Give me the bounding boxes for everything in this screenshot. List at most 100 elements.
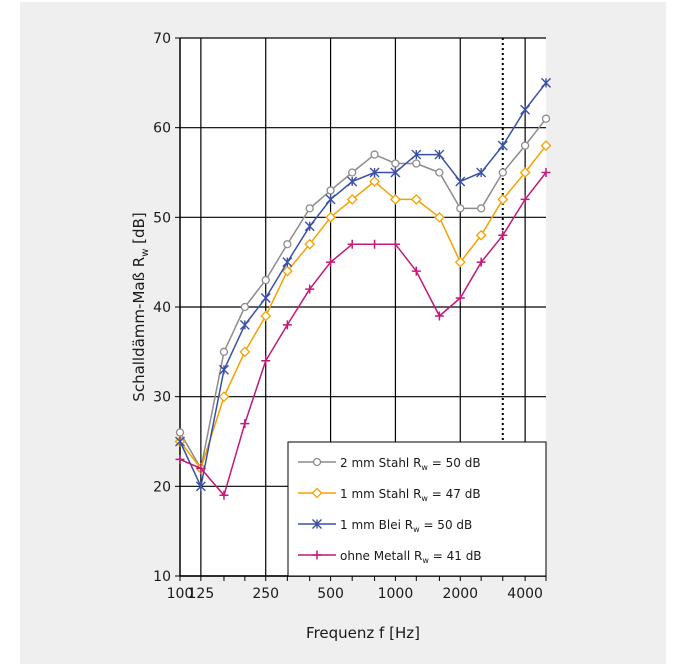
data-point-series-1	[498, 168, 507, 177]
legend-marker-3	[312, 519, 322, 529]
data-point-series-3	[218, 364, 229, 375]
x-tick-label: 2000	[442, 586, 478, 602]
data-point-series-4	[305, 284, 315, 294]
data-point-series-4	[541, 168, 551, 177]
data-point-series-4	[219, 490, 229, 500]
y-tick-label: 20	[153, 479, 171, 495]
legend-label-name: 1 mm Stahl R	[340, 487, 421, 501]
data-point-series-1	[520, 141, 530, 150]
data-point-series-1	[412, 159, 421, 168]
data-point-series-2	[369, 176, 380, 187]
y-tick-label: 50	[153, 210, 171, 226]
y-axis-label-subscript: w	[140, 249, 151, 257]
legend-label-subscript: w	[413, 525, 420, 534]
legend-label-name: ohne Metall R	[340, 549, 422, 563]
y-axis-label-unit: [dB]	[130, 212, 148, 248]
x-tick-label: 500	[317, 586, 344, 602]
data-point-series-1	[175, 428, 185, 437]
y-tick-label: 60	[153, 121, 171, 137]
data-point-series-1	[370, 150, 379, 159]
data-point-series-1	[219, 347, 229, 356]
legend-label-2: 1 mm Stahl Rw = 47 dB	[340, 487, 481, 503]
data-point-series-4	[498, 230, 508, 240]
data-point-series-1	[305, 204, 314, 213]
x-tick-label: 250	[252, 586, 279, 602]
y-axis-label-main: Schalldämm-Maß R	[130, 257, 148, 402]
data-point-series-2	[519, 167, 531, 178]
data-point-series-2	[497, 193, 509, 205]
data-point-series-3	[304, 221, 315, 232]
legend-label-subscript: w	[422, 556, 429, 565]
y-tick-label: 10	[153, 569, 171, 585]
data-point-series-1	[477, 204, 486, 213]
legend-label-value: = 47 dB	[428, 487, 481, 501]
data-point-series-4	[240, 419, 250, 429]
x-tick-label: 4000	[507, 586, 543, 602]
legend-marker-2	[311, 487, 323, 499]
data-point-series-3	[434, 149, 445, 160]
legend-label-name: 1 mm Blei R	[340, 518, 413, 532]
legend-label-4: ohne Metall Rw = 41 dB	[340, 549, 482, 565]
chart-panel: 10 20 30 40 50 60 70 100 125 250 500 1000 2000 4000 Fr…	[20, 2, 666, 664]
legend-label-value: = 41 dB	[429, 549, 482, 563]
data-point-series-3	[282, 257, 293, 268]
data-point-series-2	[346, 193, 358, 205]
data-point-series-4	[520, 194, 530, 204]
data-point-series-1	[435, 168, 444, 177]
data-point-series-1	[391, 159, 400, 168]
data-point-series-2	[390, 193, 401, 205]
data-point-series-4	[476, 257, 486, 267]
data-point-series-3	[239, 319, 250, 330]
data-point-series-3	[325, 194, 336, 205]
data-point-series-4	[370, 239, 380, 249]
data-point-series-3	[541, 77, 551, 88]
data-point-series-4	[455, 293, 465, 303]
y-tick-label: 30	[153, 390, 171, 406]
series-line-1	[179, 118, 547, 471]
data-point-series-2	[304, 238, 316, 250]
data-point-series-3	[369, 167, 380, 178]
data-point-series-1	[326, 186, 335, 195]
x-tick-label: 125	[188, 586, 215, 602]
data-point-series-4	[175, 454, 185, 464]
data-point-series-2	[433, 211, 445, 223]
data-point-series-3	[347, 176, 358, 187]
y-tick-label: 40	[153, 300, 171, 316]
data-point-series-3	[455, 176, 466, 187]
data-point-series-4	[282, 320, 292, 330]
data-point-series-3	[497, 140, 508, 151]
data-point-series-3	[260, 293, 271, 304]
legend-label-subscript: w	[421, 494, 428, 503]
data-point-series-3	[520, 104, 531, 115]
data-point-series-2	[281, 265, 293, 277]
data-point-series-3	[411, 149, 422, 160]
series-line-4	[179, 172, 547, 497]
data-point-series-3	[175, 436, 185, 447]
data-point-series-2	[540, 140, 552, 152]
data-point-series-1	[261, 275, 270, 285]
legend-label-1: 2 mm Stahl Rw = 50 dB	[340, 456, 481, 472]
data-point-series-4	[196, 463, 206, 473]
data-point-series-2	[454, 256, 466, 268]
data-point-series-2	[239, 346, 251, 358]
data-point-series-4	[326, 257, 336, 267]
legend-box	[287, 441, 547, 577]
legend-label-subscript: w	[421, 463, 428, 472]
y-axis-label: Schalldämm-Maß Rw [dB]	[130, 212, 151, 401]
data-point-series-4	[434, 311, 444, 321]
y-tick-label: 70	[153, 31, 171, 47]
x-tick-label: 1000	[378, 586, 414, 602]
data-point-series-3	[390, 167, 401, 178]
legend-marker-1	[312, 457, 322, 467]
data-point-series-2	[475, 229, 487, 241]
data-point-series-1	[240, 302, 249, 312]
legend-label-name: 2 mm Stahl R	[340, 456, 421, 470]
legend-label-value: = 50 dB	[420, 518, 473, 532]
data-point-series-4	[411, 266, 421, 276]
legend-label-3: 1 mm Blei Rw = 50 dB	[340, 518, 472, 534]
data-point-series-1	[541, 114, 551, 123]
data-point-series-3	[195, 481, 206, 492]
series-line-2	[179, 145, 547, 470]
legend-label-value: = 50 dB	[428, 456, 481, 470]
